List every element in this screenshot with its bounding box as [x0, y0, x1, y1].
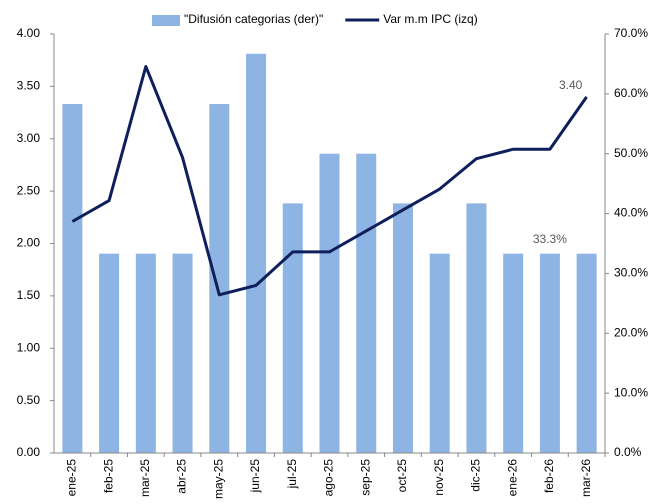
y-tick-label: 3.00	[17, 131, 41, 145]
y2-tick-label: 0.0%	[614, 445, 642, 459]
y-tick-label: 4.00	[17, 26, 41, 40]
x-tick-label: feb-25	[101, 459, 115, 493]
data-label: 33.3%	[533, 232, 567, 246]
y2-tick-label: 50.0%	[614, 146, 648, 160]
y2-tick-label: 40.0%	[614, 206, 648, 220]
bar	[62, 104, 83, 453]
bar	[392, 203, 413, 453]
x-tick-label: mar-25	[138, 459, 152, 497]
bar	[172, 253, 193, 453]
bar	[246, 53, 267, 453]
line	[71, 64, 588, 297]
x-tick-label: mar-26	[579, 459, 593, 497]
x-tick-label: ago-25	[322, 459, 336, 497]
y-tick-label: 0.00	[17, 445, 41, 459]
bar	[576, 253, 597, 453]
y-tick-label: 0.50	[17, 393, 41, 407]
y2-tick-label: 20.0%	[614, 325, 648, 339]
x-tick-label: abr-25	[175, 459, 189, 494]
y2-tick-label: 70.0%	[614, 26, 648, 40]
bar	[356, 153, 377, 453]
y2-tick-label: 10.0%	[614, 385, 648, 399]
bar	[319, 153, 340, 453]
x-tick-label: jun-25	[248, 459, 262, 494]
y-tick-label: 2.50	[17, 183, 41, 197]
legend-label: "Difusión categorias (der)"	[184, 12, 323, 26]
y-tick-label: 1.50	[17, 288, 41, 302]
legend-swatch	[152, 15, 180, 26]
bar	[429, 253, 450, 453]
x-tick-label: nov-25	[432, 459, 446, 496]
bar	[282, 203, 303, 453]
bar	[466, 203, 487, 453]
y-tick-label: 2.00	[17, 236, 41, 250]
y2-tick-label: 60.0%	[614, 86, 648, 100]
x-tick-label: may-25	[211, 459, 225, 499]
x-tick-label: dic-25	[469, 459, 483, 492]
x-tick-label: oct-25	[395, 459, 409, 493]
y-tick-label: 3.50	[17, 79, 41, 93]
data-label: 3.40	[559, 78, 583, 92]
bar	[135, 253, 156, 453]
x-tick-label: ene-26	[505, 459, 519, 497]
x-tick-label: sep-25	[358, 459, 372, 496]
x-tick-label: ene-25	[65, 459, 79, 497]
bar	[503, 253, 524, 453]
x-tick-label: feb-26	[542, 459, 556, 493]
y-tick-label: 1.00	[17, 340, 41, 354]
y2-tick-label: 30.0%	[614, 266, 648, 280]
x-tick-label: jul-25	[285, 459, 299, 490]
legend-label: Var m.m IPC (izq)	[383, 12, 477, 26]
bar	[209, 104, 230, 453]
bar	[99, 253, 120, 453]
bar	[539, 253, 560, 453]
